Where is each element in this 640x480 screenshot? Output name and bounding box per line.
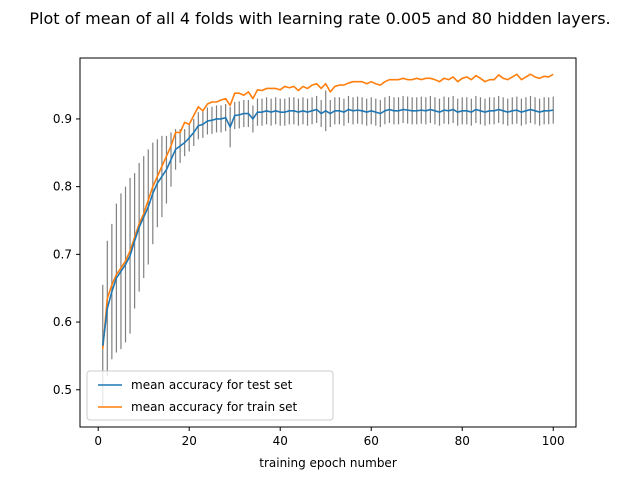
- x-axis: 0 20 40 60 80 100: [94, 427, 565, 448]
- y-tick-label: 0.5: [53, 383, 72, 397]
- series-line-train: [101, 73, 554, 350]
- x-axis-label: training epoch number: [259, 456, 397, 470]
- y-tick-label: 0.9: [53, 112, 72, 126]
- series-line-test: [101, 108, 554, 346]
- plot-area: [101, 73, 554, 407]
- legend-label-train: mean accuracy for train set: [131, 400, 297, 414]
- x-tick-label: 0: [94, 434, 102, 448]
- legend-box: [86, 370, 334, 421]
- legend-label-test: mean accuracy for test set: [131, 378, 293, 392]
- x-tick-label: 40: [273, 434, 288, 448]
- chart-title: Plot of mean of all 4 folds with learnin…: [29, 9, 610, 28]
- x-tick-label: 60: [364, 434, 379, 448]
- y-tick-label: 0.6: [53, 315, 72, 329]
- x-tick-label: 100: [542, 434, 565, 448]
- y-tick-label: 0.7: [53, 247, 72, 261]
- axes-frame: [79, 57, 577, 428]
- y-tick-label: 0.8: [53, 180, 72, 194]
- y-axis: 0.5 0.6 0.7 0.8 0.9: [53, 112, 80, 397]
- x-tick-label: 20: [182, 434, 197, 448]
- legend: mean accuracy for test set mean accuracy…: [86, 370, 334, 421]
- x-tick-label: 80: [455, 434, 470, 448]
